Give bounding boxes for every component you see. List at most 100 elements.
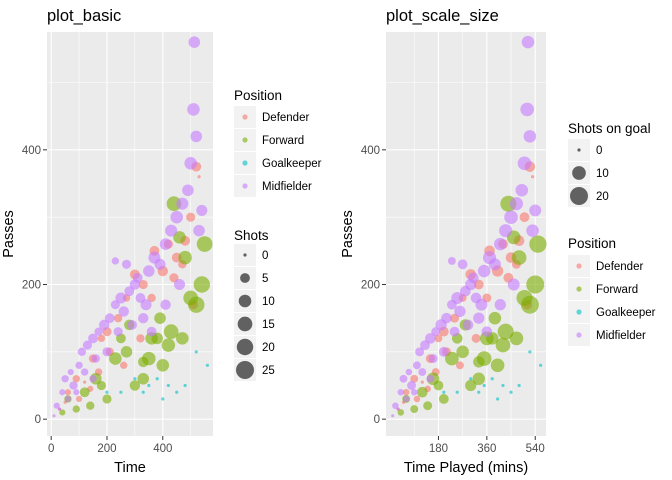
data-point-midfielder bbox=[132, 272, 143, 283]
data-point-defender bbox=[186, 212, 196, 222]
data-point-midfielder bbox=[170, 210, 184, 224]
data-point-midfielder bbox=[113, 327, 123, 337]
data-point-forward bbox=[490, 358, 505, 373]
legend-size: Shots on goal 0 10 20 bbox=[568, 121, 651, 207]
data-point-goalkeeper bbox=[155, 377, 159, 381]
data-point-defender bbox=[83, 380, 87, 384]
data-point-midfielder bbox=[140, 299, 152, 311]
data-point-forward bbox=[109, 352, 122, 365]
data-point-forward bbox=[129, 380, 141, 391]
legend-label: 20 bbox=[262, 342, 275, 354]
data-point-forward bbox=[488, 311, 502, 325]
data-point-forward bbox=[79, 387, 90, 398]
data-point-midfielder bbox=[520, 102, 535, 117]
legend-size-key bbox=[572, 166, 586, 180]
data-point-goalkeeper bbox=[490, 377, 494, 381]
data-point-defender bbox=[138, 279, 148, 290]
data-point-midfielder bbox=[196, 204, 208, 216]
data-point-defender bbox=[76, 395, 83, 403]
data-point-midfielder bbox=[118, 306, 129, 317]
data-point-midfielder bbox=[428, 354, 438, 364]
data-point-midfielder bbox=[67, 368, 74, 376]
data-point-forward bbox=[138, 356, 149, 368]
legend-key-goalkeeper bbox=[576, 309, 582, 315]
legend-key-forward bbox=[242, 137, 248, 143]
legend-key-defender bbox=[576, 263, 582, 269]
legend-title: Shots on goal bbox=[568, 121, 651, 136]
data-point-midfielder bbox=[193, 224, 205, 237]
data-point-midfielder bbox=[64, 395, 72, 403]
y-axis-title: Passes bbox=[340, 210, 356, 258]
data-point-midfielder bbox=[477, 264, 491, 278]
data-point-midfielder bbox=[57, 407, 62, 411]
x-axis-title: Time Played (mins) bbox=[404, 460, 528, 476]
data-point-midfielder bbox=[89, 375, 97, 383]
data-point-forward bbox=[509, 331, 524, 346]
data-point-midfielder bbox=[146, 326, 157, 337]
data-point-forward bbox=[438, 394, 449, 404]
data-point-midfielder bbox=[124, 286, 135, 297]
data-point-midfielder bbox=[494, 237, 507, 251]
data-point-midfielder bbox=[494, 299, 506, 311]
data-point-midfielder bbox=[174, 278, 186, 291]
data-point-midfielder bbox=[529, 204, 542, 217]
data-point-goalkeeper bbox=[482, 383, 486, 388]
data-point-midfielder bbox=[104, 313, 115, 324]
plot-panel bbox=[386, 32, 546, 436]
data-point-midfielder bbox=[110, 300, 120, 310]
legend-title: Position bbox=[568, 236, 616, 251]
data-point-goalkeeper bbox=[501, 383, 505, 388]
x-tick-label: 540 bbox=[526, 443, 545, 455]
data-point-forward bbox=[529, 235, 547, 253]
grid bbox=[47, 32, 213, 436]
x-tick-label: 400 bbox=[153, 443, 172, 455]
data-point-defender bbox=[420, 380, 424, 384]
legend-size-key bbox=[236, 338, 254, 356]
data-point-midfielder bbox=[509, 197, 523, 211]
data-point-forward bbox=[178, 250, 192, 265]
y-tick-label: 0 bbox=[374, 414, 380, 426]
data-point-midfielder bbox=[187, 103, 200, 116]
data-point-goalkeeper bbox=[509, 390, 513, 394]
data-point-midfielder bbox=[499, 224, 513, 238]
y-tick-label: 400 bbox=[22, 145, 41, 157]
data-point-goalkeeper bbox=[183, 383, 187, 388]
data-point-midfielder bbox=[475, 298, 488, 311]
data-point-forward bbox=[456, 345, 469, 359]
data-point-midfielder bbox=[407, 381, 417, 390]
data-point-midfielder bbox=[75, 361, 83, 369]
data-point-forward bbox=[137, 372, 150, 385]
data-point-midfielder bbox=[88, 333, 98, 344]
data-point-midfielder bbox=[515, 183, 529, 197]
data-point-goalkeeper bbox=[175, 390, 179, 394]
data-point-midfielder bbox=[488, 258, 501, 271]
legend-label: 10 bbox=[262, 296, 275, 308]
data-point-midfielder bbox=[182, 184, 194, 197]
data-point-midfielder bbox=[127, 319, 138, 330]
data-point-forward bbox=[473, 356, 485, 368]
legend-key-midfielder bbox=[576, 332, 582, 338]
data-point-forward bbox=[520, 295, 539, 314]
data-point-forward bbox=[102, 394, 112, 404]
data-point-defender bbox=[113, 314, 123, 323]
data-point-defender bbox=[519, 212, 530, 223]
data-point-midfielder bbox=[82, 340, 93, 350]
data-point-goalkeeper bbox=[119, 390, 123, 394]
data-point-defender bbox=[136, 334, 145, 343]
data-point-midfielder bbox=[115, 292, 127, 304]
data-point-midfielder bbox=[165, 224, 178, 237]
data-point-forward bbox=[497, 323, 514, 340]
data-point-goalkeeper bbox=[105, 390, 109, 394]
legend-label: 5 bbox=[262, 273, 268, 285]
x-tick-label: 0 bbox=[48, 443, 54, 455]
legend-label: Defender bbox=[596, 261, 643, 273]
data-point-midfielder bbox=[391, 414, 395, 418]
data-point-forward bbox=[173, 231, 186, 244]
legend-label: 10 bbox=[596, 168, 609, 180]
data-point-midfielder bbox=[454, 305, 466, 318]
data-point-midfielder bbox=[507, 278, 520, 291]
legend-position: Position Defender Forward Goalkeeper Midfiel… bbox=[234, 88, 322, 197]
data-point-midfielder bbox=[481, 326, 493, 337]
